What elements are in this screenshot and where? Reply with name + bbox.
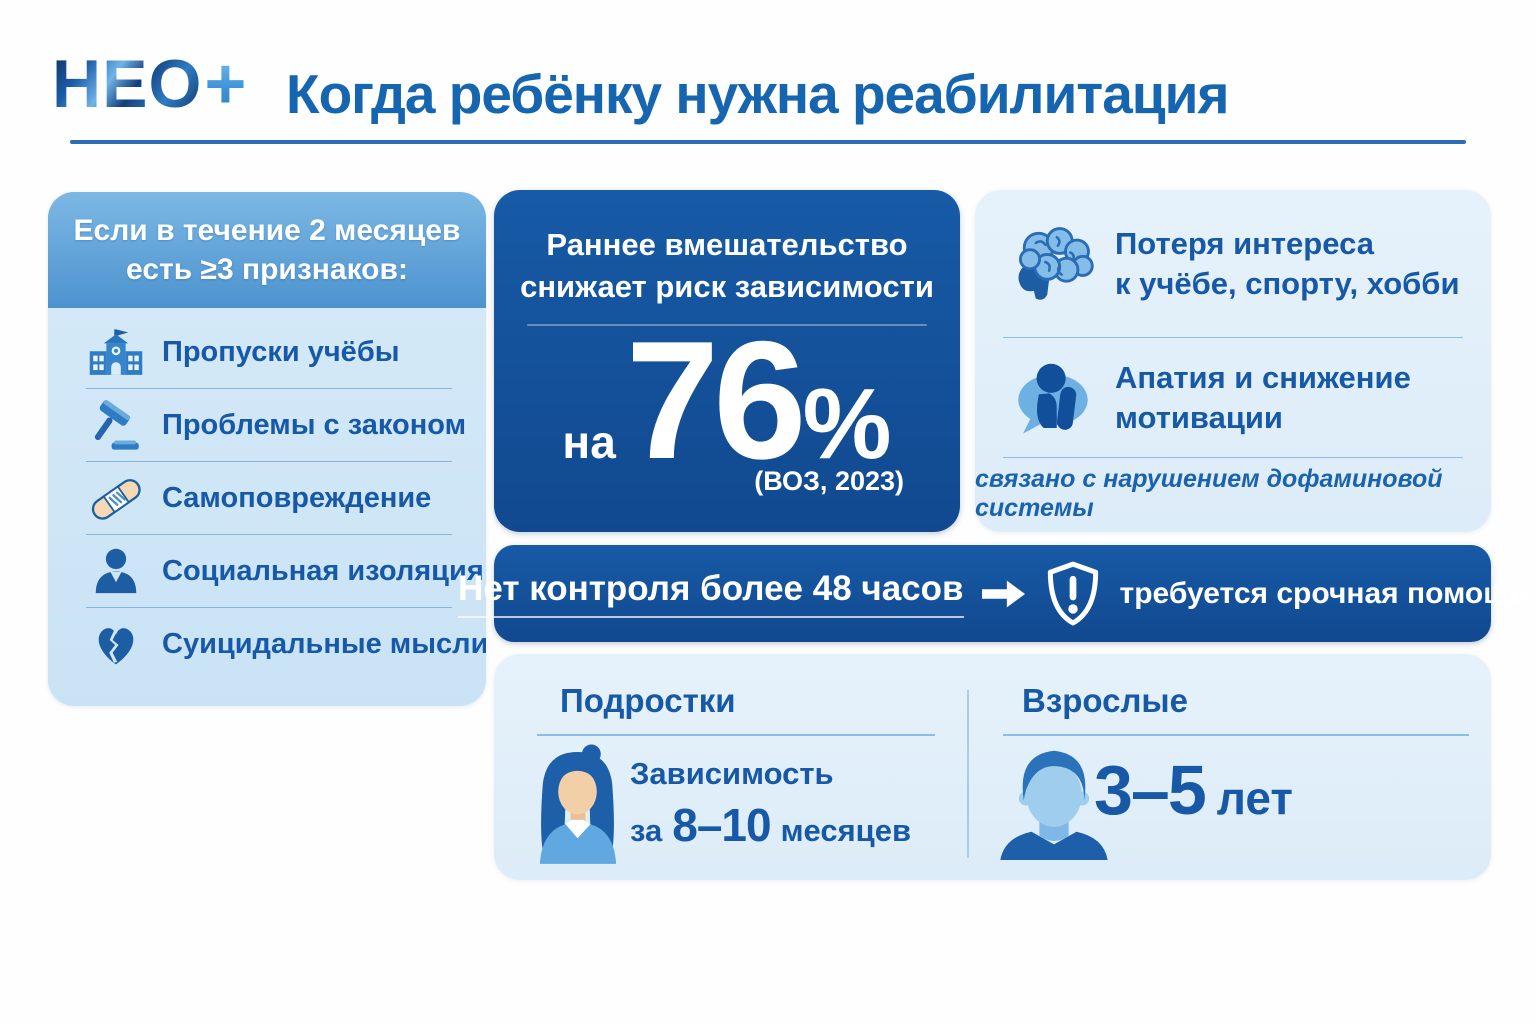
apathy-icon [1005, 356, 1101, 440]
signs-heading-line1: Если в течение 2 месяцев [73, 214, 461, 247]
symptoms-footnote: связано с нарушением дофаминовой системы [975, 465, 1443, 522]
adults-suffix: лет [1216, 772, 1293, 824]
symptom-line1: Потеря интереса [1115, 225, 1374, 261]
signs-panel-heading: Если в течение 2 месяцев есть ≥3 признак… [48, 192, 486, 308]
signs-heading-line2: есть ≥3 признаков: [126, 253, 408, 286]
symptom-label: Потеря интереса к учёбе, спорту, хобби [1115, 224, 1460, 305]
early-intervention-panel: Раннее вмешательство снижает риск зависи… [494, 190, 960, 532]
symptom-line1: Апатия и снижение [1115, 359, 1411, 395]
gavel-icon [86, 397, 146, 455]
stat-value: на 76 % [494, 305, 960, 494]
alert-condition: Нет контроля более 48 часов [458, 569, 964, 618]
teens-value: 8–10 [672, 799, 771, 851]
stat-divider [526, 323, 928, 326]
sign-label: Социальная изоляция [162, 555, 484, 587]
sign-item-school: Пропуски учёбы [48, 316, 486, 389]
sign-label: Проблемы с законом [162, 409, 467, 441]
broken-heart-icon [86, 616, 146, 674]
adults-value: 3–5 [1094, 751, 1207, 829]
alert-result: требуется срочная помощь [1119, 576, 1527, 610]
sign-label: Самоповреждение [162, 482, 432, 514]
logo-plus-icon: + [204, 43, 247, 124]
symptom-line2: к учёбе, спорту, хобби [1115, 266, 1460, 301]
teens-suffix: месяцев [780, 813, 912, 848]
sign-item-suicidal: Суицидальные мысли [48, 608, 486, 681]
teens-prefix: за [630, 813, 663, 848]
adults-heading: Взрослые [1022, 682, 1188, 719]
alert-banner: Нет контроля более 48 часов требуется ср… [458, 545, 1527, 642]
teens-underline [537, 734, 935, 736]
stat-heading-line1: Раннее вмешательство [546, 227, 908, 262]
sign-label: Пропуски учёбы [162, 336, 400, 368]
timeline-panel: Подростки Зависимость за 8–10 месяцев Вз… [494, 654, 1491, 880]
teens-heading: Подростки [560, 682, 736, 719]
signs-list: Пропуски учёбы Проблемы с законом [48, 308, 486, 681]
adults-underline [1003, 734, 1469, 736]
symptom-item-interest: Потеря интереса к учёбе, спорту, хобби [975, 190, 1491, 338]
symptom-label: Апатия и снижение мотивации [1115, 358, 1411, 439]
sign-item-isolation: Социальная изоляция [48, 535, 486, 608]
page-title: Когда ребёнку нужна реабилитация [286, 63, 1230, 125]
teens-text: Зависимость за 8–10 месяцев [630, 756, 911, 852]
shield-alert-icon [1044, 560, 1102, 628]
arrow-right-icon [981, 578, 1026, 610]
stat-number: 76 [625, 305, 807, 494]
teens-line1: Зависимость [630, 756, 834, 791]
person-icon [86, 543, 146, 601]
symptoms-panel: Потеря интереса к учёбе, спорту, хобби А… [975, 190, 1491, 532]
stat-prefix: на [562, 415, 616, 468]
signs-panel: Если в течение 2 месяцев есть ≥3 признак… [48, 192, 486, 706]
stat-percent-sign: % [802, 367, 892, 480]
stat-heading: Раннее вмешательство снижает риск зависи… [494, 224, 960, 308]
bandage-icon [86, 470, 146, 528]
sign-item-law: Проблемы с законом [48, 389, 486, 462]
sign-label: Суицидальные мысли [162, 628, 486, 660]
brain-icon [1005, 221, 1101, 307]
symptom-item-apathy: Апатия и снижение мотивации [975, 338, 1491, 458]
timeline-column-divider [967, 690, 969, 858]
school-icon [86, 324, 146, 382]
adults-text: 3–5 лет [1094, 750, 1293, 830]
symptom-line2: мотивации [1115, 400, 1283, 435]
adult-man-avatar-icon [980, 738, 1128, 865]
header-divider [70, 140, 1466, 144]
neo-plus-logo: НЕО + [52, 43, 247, 124]
stat-heading-line2: снижает риск зависимости [520, 268, 934, 304]
sign-item-selfharm: Самоповреждение [48, 462, 486, 535]
stat-source: (ВОЗ, 2023) [754, 466, 904, 497]
logo-text: НЕО [52, 46, 203, 122]
teen-girl-avatar-icon [526, 740, 630, 869]
teens-line2: за 8–10 месяцев [630, 798, 911, 852]
